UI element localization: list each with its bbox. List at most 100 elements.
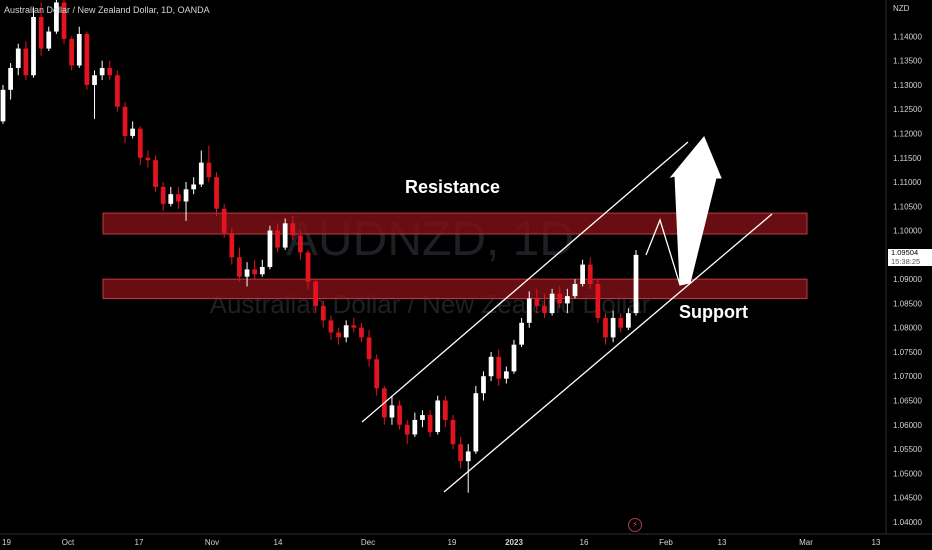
- candle: [519, 317, 524, 348]
- candle-body: [0, 89, 6, 122]
- candle: [587, 257, 593, 289]
- support-zone[interactable]: [102, 278, 808, 300]
- price-tick-label: 1.06500: [893, 397, 922, 406]
- candle-body: [435, 400, 441, 433]
- up-arrow[interactable]: [669, 136, 722, 286]
- candle-body: [153, 160, 158, 187]
- candle-body: [320, 305, 326, 321]
- candle: [183, 182, 189, 221]
- candle-body: [626, 313, 631, 328]
- candle-body: [168, 194, 174, 204]
- candle-body: [473, 393, 479, 452]
- channel-upper-line[interactable]: [361, 141, 689, 423]
- price-tick-label: 1.05000: [893, 469, 922, 478]
- price-tick-label: 1.05500: [893, 445, 922, 454]
- price-tick-label: 1.10500: [893, 202, 922, 211]
- candle: [626, 308, 631, 331]
- candle: [221, 203, 227, 238]
- candle-body: [450, 419, 456, 445]
- candle-body: [115, 75, 120, 107]
- time-tick-label: Nov: [205, 538, 219, 547]
- candle: [549, 288, 555, 316]
- price-axis[interactable]: 1.14000 1.13500 1.13000 1.12500 1.12000 1.115…: [893, 32, 922, 526]
- price-tick-label: 1.12500: [893, 105, 922, 114]
- candle-body: [76, 33, 82, 66]
- candle-body: [137, 128, 143, 158]
- candle-body: [549, 293, 555, 314]
- price-tick-label: 1.14000: [893, 32, 922, 41]
- candle: [496, 349, 502, 386]
- lightning-icon[interactable]: ⚡: [628, 518, 642, 532]
- candle-body: [206, 162, 212, 178]
- candle: [15, 43, 21, 76]
- candle: [176, 186, 181, 209]
- candle: [69, 36, 75, 71]
- candle-body: [214, 177, 219, 209]
- candle: [435, 395, 441, 435]
- candle-body: [229, 233, 235, 258]
- channel-lower-line[interactable]: [443, 213, 773, 493]
- candle: [8, 63, 13, 100]
- candle: [603, 313, 608, 345]
- candle-body: [176, 194, 181, 202]
- time-tick-label: 13: [872, 538, 881, 547]
- candle-body: [465, 451, 471, 462]
- price-tick-label: 1.12000: [893, 130, 922, 139]
- projection-path[interactable]: [645, 218, 681, 286]
- candle-body: [389, 405, 395, 418]
- candle-body: [511, 344, 517, 372]
- candle: [229, 228, 235, 265]
- price-tick-label: 1.07500: [893, 348, 922, 357]
- price-tick-label: 1.06000: [893, 421, 922, 430]
- candle-body: [298, 235, 303, 253]
- candle: [298, 230, 303, 260]
- candle: [61, 0, 67, 44]
- price-tick-label: 1.13000: [893, 81, 922, 90]
- candle: [564, 288, 570, 314]
- candle-body: [221, 208, 227, 234]
- candle: [92, 70, 97, 119]
- resistance-label: Resistance: [405, 177, 501, 197]
- candle: [389, 395, 395, 425]
- candle: [137, 126, 143, 166]
- candle-body: [603, 317, 608, 338]
- candle: [412, 412, 418, 437]
- candle-body: [267, 230, 273, 267]
- candle: [99, 60, 105, 81]
- candle: [160, 182, 166, 212]
- candle-body: [458, 444, 463, 462]
- candle: [458, 436, 463, 469]
- candle: [214, 172, 219, 217]
- candle-body: [122, 106, 128, 136]
- resistance-zone[interactable]: [102, 212, 808, 235]
- candle-body: [542, 305, 547, 314]
- candles-layer: [0, 0, 639, 493]
- candle-body: [198, 162, 204, 185]
- time-axis[interactable]: 19 Oct 17 Nov 14 Dec 19 2023 16 Feb 13 Mar 13: [2, 538, 881, 547]
- candle-body: [519, 322, 524, 345]
- candle-body: [366, 337, 372, 360]
- candle: [198, 150, 204, 187]
- bar-countdown: 15:38:25: [891, 256, 921, 266]
- candle-body: [397, 405, 402, 425]
- price-tick-label: 1.08500: [893, 299, 922, 308]
- candle-body: [99, 67, 105, 76]
- candle: [107, 60, 113, 81]
- candle: [557, 286, 563, 309]
- candle-body: [496, 356, 502, 379]
- zones-layer: [102, 212, 808, 300]
- candle: [381, 385, 387, 425]
- time-tick-label: 19: [2, 538, 11, 547]
- candle-body: [282, 223, 288, 248]
- candle: [191, 177, 197, 195]
- candle-body: [191, 184, 197, 190]
- candle: [359, 322, 364, 343]
- candle: [275, 223, 280, 253]
- candle-body: [183, 189, 189, 202]
- time-tick-label: Oct: [62, 538, 75, 547]
- candle-body: [481, 376, 486, 394]
- candle-body: [15, 48, 21, 68]
- price-tick-label: 1.07000: [893, 372, 922, 381]
- candle: [343, 320, 349, 343]
